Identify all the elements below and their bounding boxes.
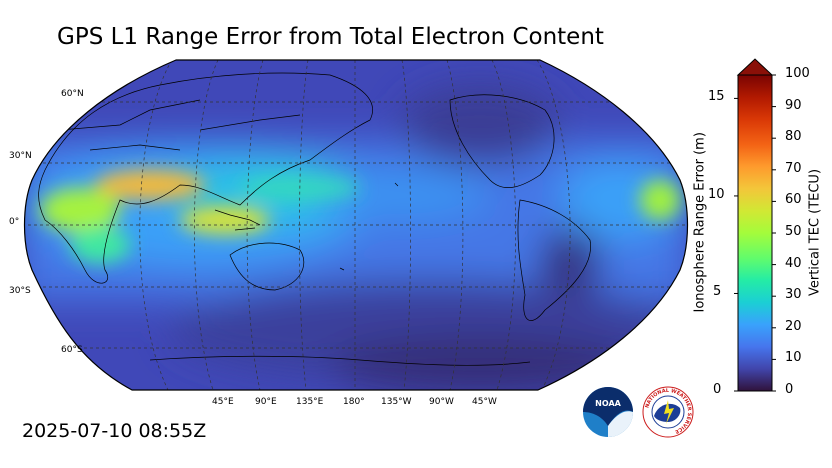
graticule bbox=[24, 60, 688, 390]
colorbar-left-tick-label: 0 bbox=[713, 382, 722, 397]
colorbar-right-tick-label: 70 bbox=[785, 160, 802, 176]
colorbar-right-tick-label: 20 bbox=[785, 318, 802, 334]
noaa-logo-text: NOAA bbox=[595, 399, 621, 408]
lon-label-180: 180° bbox=[343, 397, 365, 407]
lon-label-90e: 90°E bbox=[255, 397, 277, 407]
colorbar-left-title: Ionosphere Range Error (m) bbox=[692, 132, 708, 313]
colorbar-right-tick-label: 60 bbox=[785, 192, 802, 208]
lat-label-60s: 60°S bbox=[61, 345, 83, 355]
lon-label-135e: 135°E bbox=[296, 397, 324, 407]
lon-label-45w: 45°W bbox=[472, 397, 497, 407]
coastlines bbox=[38, 72, 591, 366]
colorbar-extend-arrow bbox=[736, 58, 774, 76]
lat-label-60n: 60°N bbox=[61, 89, 84, 99]
lat-label-30s: 30°S bbox=[9, 286, 31, 296]
colorbar-right-tick-label: 50 bbox=[785, 224, 802, 239]
colorbar-right-title: Vertical TEC (TECU) bbox=[807, 168, 823, 297]
colorbar-right-tick-label: 0 bbox=[785, 382, 794, 397]
map-title: GPS L1 Range Error from Total Electron C… bbox=[57, 24, 604, 50]
colorbar-right-tick-label: 100 bbox=[785, 66, 810, 81]
noaa-logo: NOAA bbox=[583, 387, 633, 437]
colorbar-right-tick-label: 80 bbox=[785, 129, 802, 145]
colorbar-left-tick-label: 10 bbox=[708, 186, 725, 202]
colorbar-gradient bbox=[737, 74, 773, 392]
colorbar bbox=[734, 58, 776, 392]
nws-logo: NATIONAL WEATHER SERVICE bbox=[642, 386, 694, 438]
lon-label-90w: 90°W bbox=[429, 397, 454, 407]
colorbar-right-tick-label: 90 bbox=[785, 97, 802, 113]
colorbar-right-tick-label: 10 bbox=[785, 350, 802, 366]
colorbar-left-tick-label: 5 bbox=[713, 284, 722, 300]
lat-label-30n: 30°N bbox=[9, 151, 32, 161]
lat-label-0: 0° bbox=[9, 217, 20, 227]
lon-label-135w: 135°W bbox=[381, 397, 412, 407]
colorbar-left-tick-label: 15 bbox=[708, 89, 725, 105]
globe-outline bbox=[23, 59, 689, 391]
timestamp: 2025-07-10 08:55Z bbox=[22, 420, 207, 442]
colorbar-right-tick-label: 30 bbox=[785, 287, 802, 303]
colorbar-right-tick-label: 40 bbox=[785, 255, 802, 271]
lon-label-45e: 45°E bbox=[212, 397, 234, 407]
tec-field bbox=[24, 60, 688, 390]
tec-map bbox=[23, 59, 689, 391]
